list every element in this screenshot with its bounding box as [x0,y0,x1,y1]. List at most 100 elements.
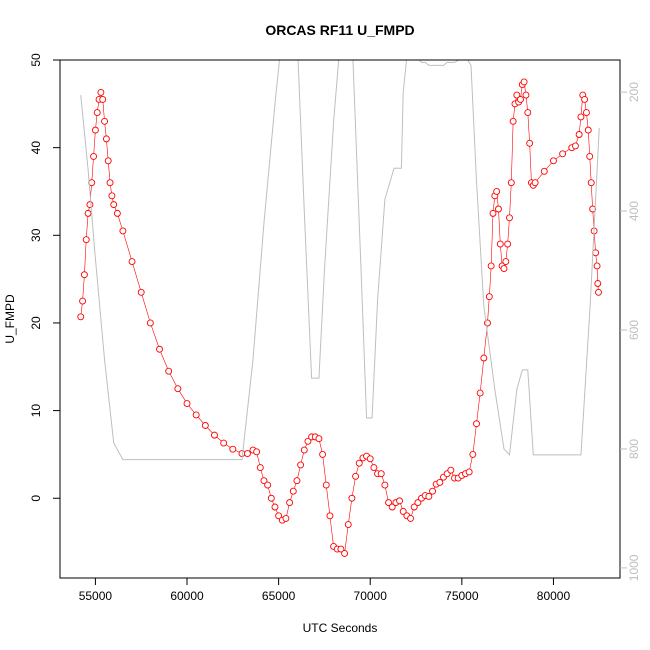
point [559,150,567,158]
point [101,117,109,125]
point [192,411,200,419]
point [550,157,557,165]
point [504,240,512,248]
point [289,487,297,495]
point [119,227,127,235]
y2-tick-label: 800 [627,439,641,459]
y-tick-label: 10 [29,404,43,418]
y-tick-label: 30 [29,228,43,242]
point [586,152,594,160]
point [410,503,418,511]
plot-area [77,60,602,557]
point [322,481,330,489]
point [370,464,378,472]
point [522,91,530,99]
point [425,493,433,500]
point [587,179,595,187]
point [244,450,251,457]
point [97,88,105,96]
point [473,420,480,428]
point [465,468,473,476]
point [271,503,279,511]
point [381,481,389,489]
point [513,91,521,99]
point [137,288,145,296]
point [377,470,385,478]
point [90,152,98,160]
point [315,435,323,443]
point [275,512,283,520]
series-line [80,60,600,461]
point [86,201,94,209]
point [128,258,136,266]
point [326,512,334,520]
point [91,126,99,134]
point [352,472,360,480]
x-tick-label: 65000 [262,589,296,603]
y-tick-label: 0 [29,495,43,502]
point [183,400,191,408]
point [297,461,305,469]
point [495,205,502,213]
point [256,464,264,472]
point [348,494,356,502]
point [99,95,107,103]
plot-frame [59,59,621,579]
point [584,126,592,134]
point [282,514,290,522]
point [264,481,272,489]
y2-tick-label: 200 [627,82,641,102]
point [447,466,455,474]
point [77,313,85,321]
point [80,271,88,279]
point [113,209,121,217]
point [429,487,436,495]
x-tick-label: 70000 [354,589,388,603]
point [108,192,116,200]
point [592,249,600,257]
point [93,109,101,117]
point [524,109,532,117]
point [211,431,218,439]
point [485,293,493,301]
point [82,236,90,244]
point [110,201,118,209]
point [589,205,597,213]
point [489,209,497,217]
point [341,550,349,557]
point [496,240,504,248]
point [229,445,237,453]
point [502,258,510,266]
x-tick-label: 55000 [79,589,113,603]
point [366,455,374,463]
chart-title: ORCAS RF11 U_FMPD [265,22,414,38]
point [582,109,590,117]
point [517,95,524,103]
point [594,280,602,287]
y2-tick-label: 1000 [627,554,641,581]
y-tick-label: 40 [29,141,43,155]
point [520,78,528,86]
point [260,477,268,485]
point [79,297,87,305]
point [253,448,261,456]
point [487,262,495,270]
point [102,135,110,143]
point [414,499,422,507]
point [500,265,508,273]
point [337,545,345,553]
point [388,503,396,511]
point [526,139,534,147]
point [385,499,393,507]
y2-tick-label: 600 [627,320,641,340]
y2-tick-label: 400 [627,201,641,221]
point [355,459,363,467]
point [300,446,308,454]
point [593,262,601,270]
point [436,479,444,486]
point [146,319,154,327]
point [106,179,114,187]
point [201,422,209,429]
point [509,117,517,125]
